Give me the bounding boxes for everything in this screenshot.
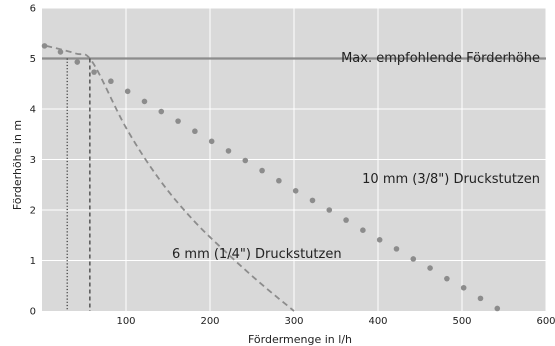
drop-lines — [66, 58, 91, 311]
series-10mm-point — [108, 78, 114, 85]
max-height-annotation: Max. empfohlende Förderhöhe — [341, 51, 540, 66]
x-tick-label: 400 — [368, 316, 387, 327]
series-10mm-point — [343, 217, 349, 223]
y-tick-label: 5 — [30, 54, 36, 65]
y-tick-label: 6 — [30, 4, 36, 15]
series-10mm-point — [124, 88, 131, 95]
tick-labels: 0 1 2 3 4 5 6 100 200 300 400 500 600 — [30, 4, 555, 328]
series-10mm-point — [326, 207, 333, 213]
x-axis-label: Fördermenge in l/h — [248, 333, 352, 346]
series-10mm-point — [309, 197, 316, 204]
series-10mm-point — [259, 167, 265, 174]
series-10mm-point — [91, 69, 97, 75]
series-10mm-point — [175, 118, 181, 124]
series-10mm-point — [460, 284, 467, 291]
series-label-10mm: 10 mm (3/8") Druckstutzen — [362, 172, 540, 187]
series-10mm-point — [410, 256, 417, 262]
x-tick-label: 500 — [452, 316, 471, 327]
series-10mm-point — [494, 305, 501, 312]
y-tick-label: 2 — [30, 206, 36, 217]
series-6mm-line — [45, 45, 295, 312]
series-10mm-point — [427, 265, 433, 271]
y-tick-label: 4 — [30, 105, 36, 116]
series-10mm-point — [208, 138, 215, 145]
series-10mm-point — [141, 98, 148, 105]
x-tick-label: 300 — [284, 316, 303, 327]
series-label-6mm: 6 mm (1/4") Druckstutzen — [172, 247, 342, 262]
x-tick-label: 200 — [200, 316, 219, 327]
series-10mm-point — [276, 177, 282, 184]
series-10mm-point — [242, 157, 249, 164]
series-10mm-point — [192, 128, 198, 135]
series-10mm-point — [225, 148, 232, 154]
series-10mm-point — [158, 108, 165, 115]
series-10mm-point — [393, 246, 400, 252]
y-tick-label: 1 — [30, 256, 36, 267]
y-tick-label: 0 — [30, 307, 36, 318]
series-10mm-point — [444, 275, 450, 282]
series-layer — [41, 43, 501, 312]
series-10mm-point — [376, 236, 383, 243]
series-10mm-point — [360, 227, 366, 233]
y-tick-label: 3 — [30, 155, 36, 166]
series-10mm-point — [292, 188, 299, 194]
series-10mm-point — [57, 49, 64, 55]
series-10mm-point — [74, 59, 81, 65]
x-tick-label: 100 — [116, 316, 135, 327]
x-tick-label: 600 — [536, 316, 555, 327]
series-10mm-point — [41, 43, 48, 49]
y-axis-label: Förderhöhe in m — [11, 120, 24, 210]
series-10mm-point — [477, 295, 484, 302]
